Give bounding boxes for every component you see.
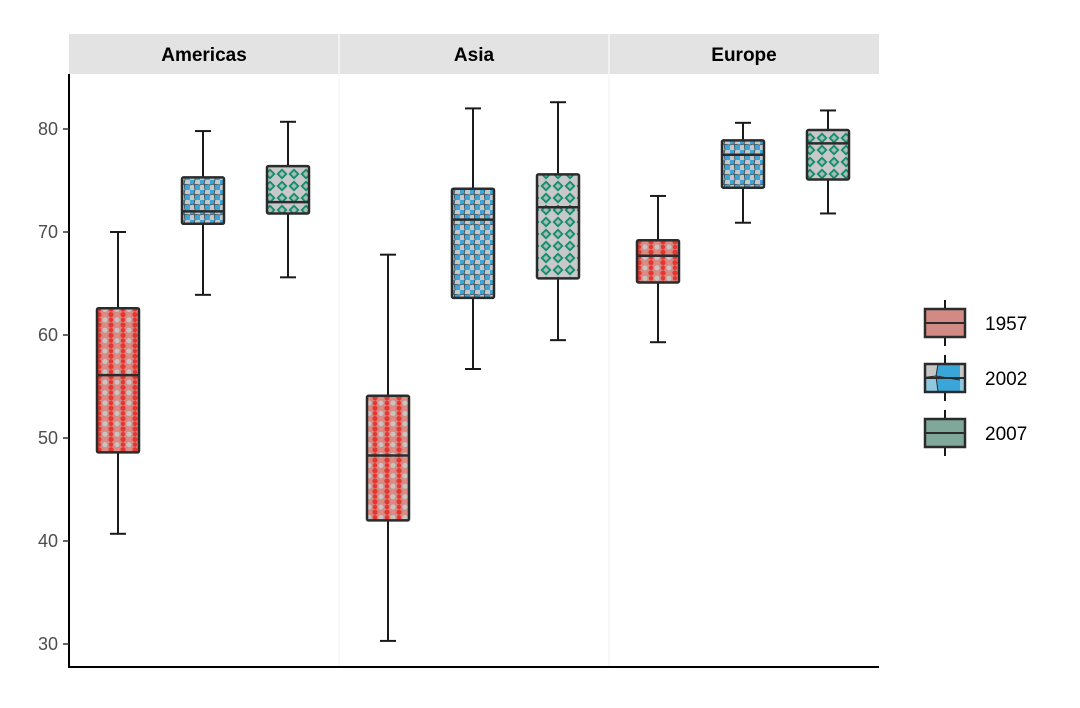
legend-label: 2002 <box>985 369 1027 390</box>
y-axis-ticks: 30 40 50 60 70 80 <box>38 119 69 654</box>
y-tick-label: 40 <box>38 531 58 551</box>
box-body <box>635 238 681 284</box>
box-europe-2007 <box>805 109 851 215</box>
box-asia-1957 <box>365 253 411 642</box>
facet-label-americas: Americas <box>161 45 247 66</box>
box-body <box>720 139 766 189</box>
box-americas-2007 <box>265 120 311 279</box>
y-tick-label: 30 <box>38 634 58 654</box>
box-asia-2007 <box>535 101 581 342</box>
facet-label-europe: Europe <box>711 45 776 66</box>
box-body <box>95 306 141 454</box>
y-tick-label: 80 <box>38 119 58 139</box>
facet-strip-americas <box>69 34 339 74</box>
facet-strips: Americas Asia Europe <box>69 34 879 74</box>
box-body <box>365 394 411 522</box>
boxplot-marks <box>95 101 851 642</box>
box-europe-1957 <box>635 194 681 344</box>
legend-entry-2002: 2002 <box>923 355 1027 401</box>
box-body <box>535 173 581 280</box>
box-americas-1957 <box>95 231 141 535</box>
facet-strip-asia <box>339 34 609 74</box>
y-tick-label: 50 <box>38 428 58 448</box>
y-tick-label: 60 <box>38 325 58 345</box>
facet-label-asia: Asia <box>454 45 495 66</box>
legend-label: 1957 <box>985 314 1027 335</box>
box-body <box>265 164 311 215</box>
box-europe-2002 <box>720 121 766 224</box>
y-tick-label: 70 <box>38 222 58 242</box>
box-body <box>805 128 851 181</box>
legend: 1957 2002 2007 <box>923 300 1027 456</box>
box-asia-2002 <box>450 107 496 370</box>
box-americas-2002 <box>180 130 226 296</box>
box-body <box>180 176 226 226</box>
facet-strip-europe <box>609 34 879 74</box>
legend-label: 2007 <box>985 424 1027 445</box>
box-body <box>450 187 496 300</box>
legend-entry-1957: 1957 <box>923 300 1027 346</box>
legend-entry-2007: 2007 <box>923 410 1027 456</box>
